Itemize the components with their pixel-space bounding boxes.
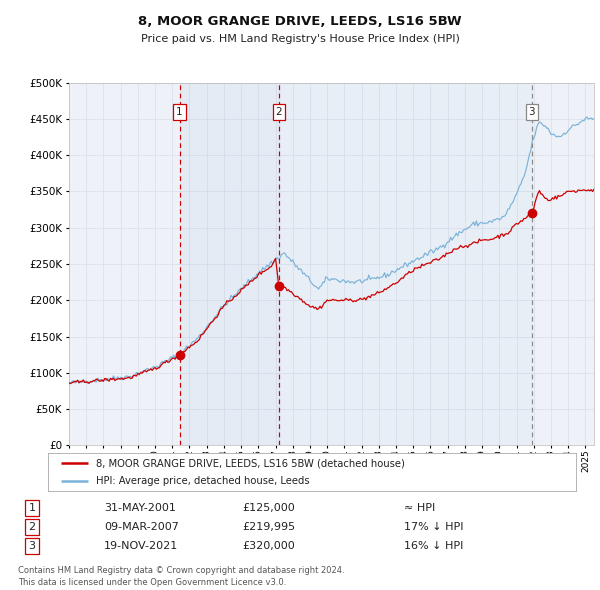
Text: 17% ↓ HPI: 17% ↓ HPI: [404, 522, 463, 532]
Bar: [279, 83, 532, 445]
Text: £320,000: £320,000: [242, 541, 295, 551]
Text: 31-MAY-2001: 31-MAY-2001: [104, 503, 176, 513]
Bar: [179, 83, 279, 445]
Text: ≈ HPI: ≈ HPI: [404, 503, 435, 513]
Text: HPI: Average price, detached house, Leeds: HPI: Average price, detached house, Leed…: [95, 476, 309, 486]
Text: 3: 3: [529, 107, 535, 117]
Text: 8, MOOR GRANGE DRIVE, LEEDS, LS16 5BW: 8, MOOR GRANGE DRIVE, LEEDS, LS16 5BW: [138, 15, 462, 28]
Text: Price paid vs. HM Land Registry's House Price Index (HPI): Price paid vs. HM Land Registry's House …: [140, 34, 460, 44]
Text: 19-NOV-2021: 19-NOV-2021: [104, 541, 178, 551]
Text: 2: 2: [29, 522, 36, 532]
Text: Contains HM Land Registry data © Crown copyright and database right 2024.
This d: Contains HM Land Registry data © Crown c…: [18, 566, 344, 587]
Text: £219,995: £219,995: [242, 522, 296, 532]
Text: 16% ↓ HPI: 16% ↓ HPI: [404, 541, 463, 551]
Text: 8, MOOR GRANGE DRIVE, LEEDS, LS16 5BW (detached house): 8, MOOR GRANGE DRIVE, LEEDS, LS16 5BW (d…: [95, 458, 404, 468]
Text: 2: 2: [275, 107, 282, 117]
Text: 1: 1: [176, 107, 183, 117]
Text: 3: 3: [29, 541, 35, 551]
Text: 1: 1: [29, 503, 35, 513]
Text: £125,000: £125,000: [242, 503, 295, 513]
Text: 09-MAR-2007: 09-MAR-2007: [104, 522, 179, 532]
